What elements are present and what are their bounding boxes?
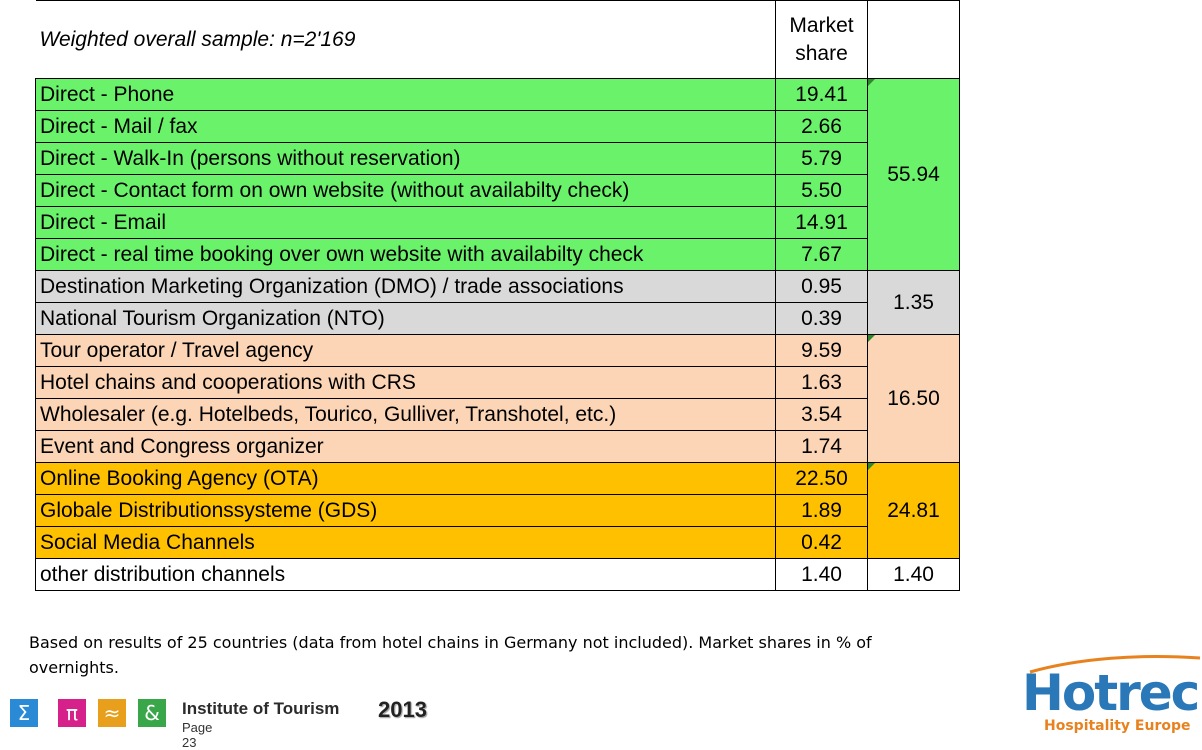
channel-label: Online Booking Agency (OTA) (35, 462, 776, 495)
channel-label: Wholesaler (e.g. Hotelbeds, Tourico, Gul… (35, 398, 776, 431)
market-share-header: Market share (775, 0, 868, 79)
group-total-direct: 55.94 (867, 78, 960, 271)
hotrec-logo: Hotrec Hospitality Europe (1020, 648, 1202, 735)
channel-label: Direct - real time booking over own webs… (35, 238, 776, 271)
channel-label: National Tourism Organization (NTO) (35, 302, 776, 335)
hotrec-wordmark: Hotrec (1022, 664, 1200, 722)
channel-value: 7.67 (775, 238, 868, 271)
table-row: Tour operator / Travel agency 9.59 16.50 (35, 334, 960, 463)
table-header-row: Weighted overall sample: n=2'169 Market … (35, 0, 960, 79)
channel-label: Direct - Walk-In (persons without reserv… (35, 142, 776, 175)
table-row: Direct - Email 14.91 (35, 206, 960, 239)
table-row: Event and Congress organizer 1.74 (35, 430, 960, 463)
channel-label: Social Media Channels (35, 526, 776, 559)
year-label: 2013 (378, 697, 427, 722)
sigma-icon: Σ (10, 699, 38, 727)
pi-icon: π (58, 699, 86, 727)
footnote: Based on results of 25 countries (data f… (29, 633, 872, 677)
sample-size-label: Weighted overall sample: n=2'169 (35, 0, 776, 79)
channel-value: 1.40 (775, 558, 868, 591)
swoosh-icon (1029, 655, 1201, 674)
channel-label: Tour operator / Travel agency (35, 334, 776, 367)
table-row: Globale Distributionssysteme (GDS) 1.89 (35, 494, 960, 527)
channel-value: 2.66 (775, 110, 868, 143)
page-number: Page 23 (182, 720, 213, 750)
table-row: Social Media Channels 0.42 (35, 526, 960, 559)
channel-label: Globale Distributionssysteme (GDS) (35, 494, 776, 527)
channel-label: other distribution channels (35, 558, 776, 591)
table-row: Hotel chains and cooperations with CRS 1… (35, 366, 960, 399)
channel-value: 3.54 (775, 398, 868, 431)
channel-label: Direct - Phone (35, 78, 776, 111)
group-total-other: 1.40 (867, 558, 960, 591)
channel-value: 5.79 (775, 142, 868, 175)
channel-value: 1.89 (775, 494, 868, 527)
group-total-value: 1.40 (893, 562, 934, 586)
channel-label: Event and Congress organizer (35, 430, 776, 463)
group-total-organizations: 1.35 (867, 270, 960, 335)
market-share-table: Weighted overall sample: n=2'169 Market … (35, 0, 960, 591)
channel-label: Destination Marketing Organization (DMO)… (35, 270, 776, 303)
table-row: Direct - Phone 19.41 55.94 (35, 78, 960, 271)
ampersand-icon: & (138, 699, 166, 727)
channel-label: Direct - Email (35, 206, 776, 239)
group-total-value: 24.81 (887, 498, 940, 522)
channel-value: 0.42 (775, 526, 868, 559)
approx-icon: ≈ (98, 699, 126, 727)
table-row: Direct - Walk-In (persons without reserv… (35, 142, 960, 175)
group-total-value: 55.94 (887, 162, 940, 186)
channel-value: 1.63 (775, 366, 868, 399)
table-row: National Tourism Organization (NTO) 0.39 (35, 302, 960, 335)
channel-value: 22.50 (775, 462, 868, 495)
group-total-value: 16.50 (887, 386, 940, 410)
channel-value: 14.91 (775, 206, 868, 239)
table-row: Wholesaler (e.g. Hotelbeds, Tourico, Gul… (35, 398, 960, 431)
channel-value: 1.74 (775, 430, 868, 463)
channel-value: 19.41 (775, 78, 868, 111)
table-row: Online Booking Agency (OTA) 22.50 24.81 (35, 462, 960, 559)
table-row: Direct - real time booking over own webs… (35, 238, 960, 271)
hotrec-tagline: Hospitality Europe (1044, 718, 1191, 734)
group-total-value: 1.35 (893, 290, 934, 314)
channel-value: 0.95 (775, 270, 868, 303)
channel-label: Hotel chains and cooperations with CRS (35, 366, 776, 399)
group-total-intermediaries: 16.50 (867, 334, 960, 463)
table-row: Destination Marketing Organization (DMO)… (35, 270, 960, 335)
group-total-header (867, 0, 960, 79)
channel-value: 5.50 (775, 174, 868, 207)
group-total-online: 24.81 (867, 462, 960, 559)
channel-value: 9.59 (775, 334, 868, 367)
table-row: Direct - Mail / fax 2.66 (35, 110, 960, 143)
channel-label: Direct - Mail / fax (35, 110, 776, 143)
table-row: other distribution channels 1.40 1.40 (35, 558, 960, 591)
channel-label: Direct - Contact form on own website (wi… (35, 174, 776, 207)
table-row: Direct - Contact form on own website (wi… (35, 174, 960, 207)
institute-name: Institute of Tourism (182, 699, 340, 718)
channel-value: 0.39 (775, 302, 868, 335)
